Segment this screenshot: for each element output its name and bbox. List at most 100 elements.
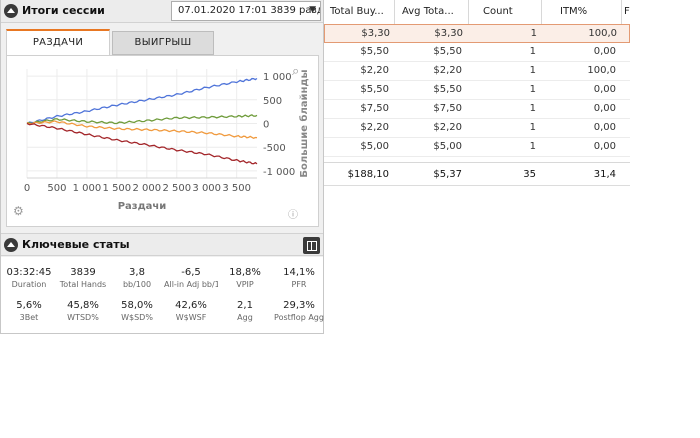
- key-stats-grid: 03:32:45 Duration 3839 Total Hands 3,8 bb/100…: [1, 257, 326, 333]
- x-tick-label: 3 500: [222, 183, 251, 194]
- stat-item: 3,8 bb/100: [110, 267, 164, 289]
- stat-label: W$WSF: [175, 313, 207, 322]
- stat-value: 14,1%: [283, 267, 315, 278]
- stat-item: 45,8% WTSD%: [56, 300, 110, 322]
- x-tick-label: 500: [47, 183, 66, 194]
- stat-item: 58,0% W$SD%: [110, 300, 164, 322]
- table-cell: $5,00: [360, 141, 389, 152]
- table-row[interactable]: $5,50 $5,50 1 0,00: [324, 81, 630, 100]
- table-cell: 1: [529, 103, 536, 114]
- table-bottom-divider: [324, 185, 630, 186]
- x-tick-label: 1 500: [103, 183, 132, 194]
- key-stats-header: Ключевые статы: [1, 233, 323, 256]
- table-row[interactable]: $2,20 $2,20 1 0,00: [324, 119, 630, 138]
- y-tick-label: 1 000: [263, 72, 292, 83]
- session-select-value: 07.01.2020 17:01 3839 раздач): [178, 5, 320, 16]
- table-cell: $2,20: [360, 65, 389, 76]
- stat-label: Total Hands: [59, 280, 107, 289]
- stat-value: 3839: [70, 267, 96, 278]
- chart-tabs: РАЗДАЧИ ВЫИГРЫШ: [6, 29, 318, 55]
- stat-item: -6,5 All-in Adj bb/100: [164, 267, 218, 289]
- stat-value: 45,8%: [67, 300, 99, 311]
- column-header-total-buyin[interactable]: Total Buy...: [324, 0, 395, 24]
- column-header-partial[interactable]: F: [622, 0, 630, 24]
- table-row[interactable]: $2,20 $2,20 1 100,0: [324, 62, 630, 81]
- table-row[interactable]: $5,50 $5,50 1 0,00: [324, 43, 630, 62]
- stat-label: WTSD%: [67, 313, 99, 322]
- total-itm: 31,4: [593, 169, 616, 180]
- table-cell: $5,50: [433, 84, 462, 95]
- table-row[interactable]: $3,30 $3,30 1 100,0: [324, 24, 630, 43]
- y-tick-label: -500: [263, 143, 286, 154]
- chevron-up-icon[interactable]: [4, 238, 18, 252]
- stat-label: Agg: [237, 313, 253, 322]
- x-tick-label: 0: [24, 183, 30, 194]
- y-axis-label: Большие блайнды: [298, 69, 310, 177]
- table-cell: $2,20: [360, 122, 389, 133]
- tournament-table: Total Buy... Avg Tota... Count ITM% F $3…: [324, 0, 630, 186]
- series-line: [26, 77, 258, 125]
- table-cell: 0,00: [593, 84, 616, 95]
- stat-value: -6,5: [181, 267, 201, 278]
- columns-icon[interactable]: [303, 237, 320, 254]
- stat-item: 18,8% VPIP: [218, 267, 272, 289]
- table-cell: $5,50: [360, 84, 389, 95]
- x-tick-label: 3 000: [192, 183, 221, 194]
- table-cell: 1: [529, 46, 536, 57]
- table-cell: $2,20: [433, 122, 462, 133]
- stat-value: 58,0%: [121, 300, 153, 311]
- stat-value: 03:32:45: [6, 267, 52, 278]
- stat-item: 03:32:45 Duration: [2, 267, 56, 289]
- session-summary-header: Итоги сессии 07.01.2020 17:01 3839 разда…: [1, 0, 323, 23]
- y-tick-label: 0: [263, 120, 269, 131]
- stat-value: 18,8%: [229, 267, 261, 278]
- session-summary-panel: Итоги сессии 07.01.2020 17:01 3839 разда…: [0, 0, 324, 334]
- x-tick-label: 1 000: [73, 183, 102, 194]
- column-header-avg-total[interactable]: Avg Tota...: [395, 0, 469, 24]
- table-row[interactable]: $5,00 $5,00 1 0,00: [324, 138, 630, 157]
- total-count: 35: [523, 169, 536, 180]
- tab-winnings[interactable]: ВЫИГРЫШ: [112, 31, 214, 55]
- session-select-dropdown[interactable]: 07.01.2020 17:01 3839 раздач) ▼: [171, 1, 321, 21]
- column-header-itm[interactable]: ITM%: [542, 0, 622, 24]
- stat-item: 29,3% Postflop Agg: [272, 300, 326, 322]
- table-cell: $3,30: [434, 28, 463, 39]
- stat-value: 42,6%: [175, 300, 207, 311]
- zoom-icon[interactable]: ⌕: [292, 64, 300, 79]
- column-header-count[interactable]: Count: [469, 0, 542, 24]
- stat-value: 2,1: [237, 300, 253, 311]
- series-line: [26, 120, 258, 140]
- table-totals-row: $188,10 $5,37 35 31,4: [324, 162, 630, 184]
- total-avg: $5,37: [433, 169, 462, 180]
- stat-label: All-in Adj bb/100: [164, 280, 218, 289]
- table-cell: $5,00: [433, 141, 462, 152]
- table-cell: 100,0: [587, 65, 616, 76]
- table-cell: 0,00: [593, 122, 616, 133]
- tab-hands[interactable]: РАЗДАЧИ: [6, 29, 110, 55]
- stat-item: 42,6% W$WSF: [164, 300, 218, 322]
- table-cell: 1: [529, 65, 536, 76]
- stat-item: 14,1% PFR: [272, 267, 326, 289]
- stat-label: bb/100: [122, 280, 152, 289]
- stat-label: VPIP: [236, 280, 254, 289]
- table-cell: $7,50: [360, 103, 389, 114]
- x-axis-label: Раздачи: [118, 201, 167, 212]
- table-row[interactable]: $7,50 $7,50 1 0,00: [324, 100, 630, 119]
- stat-item: 3839 Total Hands: [56, 267, 110, 289]
- key-stats-title: Ключевые статы: [22, 238, 130, 251]
- table-cell: $3,30: [361, 28, 390, 39]
- table-cell: 100,0: [588, 28, 617, 39]
- gear-icon[interactable]: ⚙: [13, 204, 24, 218]
- info-icon[interactable]: ⓘ: [288, 210, 298, 221]
- stat-item: 5,6% 3Bet: [2, 300, 56, 322]
- table-cell: $5,50: [360, 46, 389, 57]
- chevron-up-icon[interactable]: [4, 4, 18, 18]
- table-cell: $5,50: [433, 46, 462, 57]
- session-summary-title: Итоги сессии: [22, 4, 105, 17]
- table-cell: $2,20: [433, 65, 462, 76]
- chevron-down-icon: ▼: [309, 5, 316, 15]
- table-cell: 1: [529, 84, 536, 95]
- stat-label: Postflop Agg: [274, 313, 324, 322]
- y-tick-label: -1 000: [263, 167, 295, 178]
